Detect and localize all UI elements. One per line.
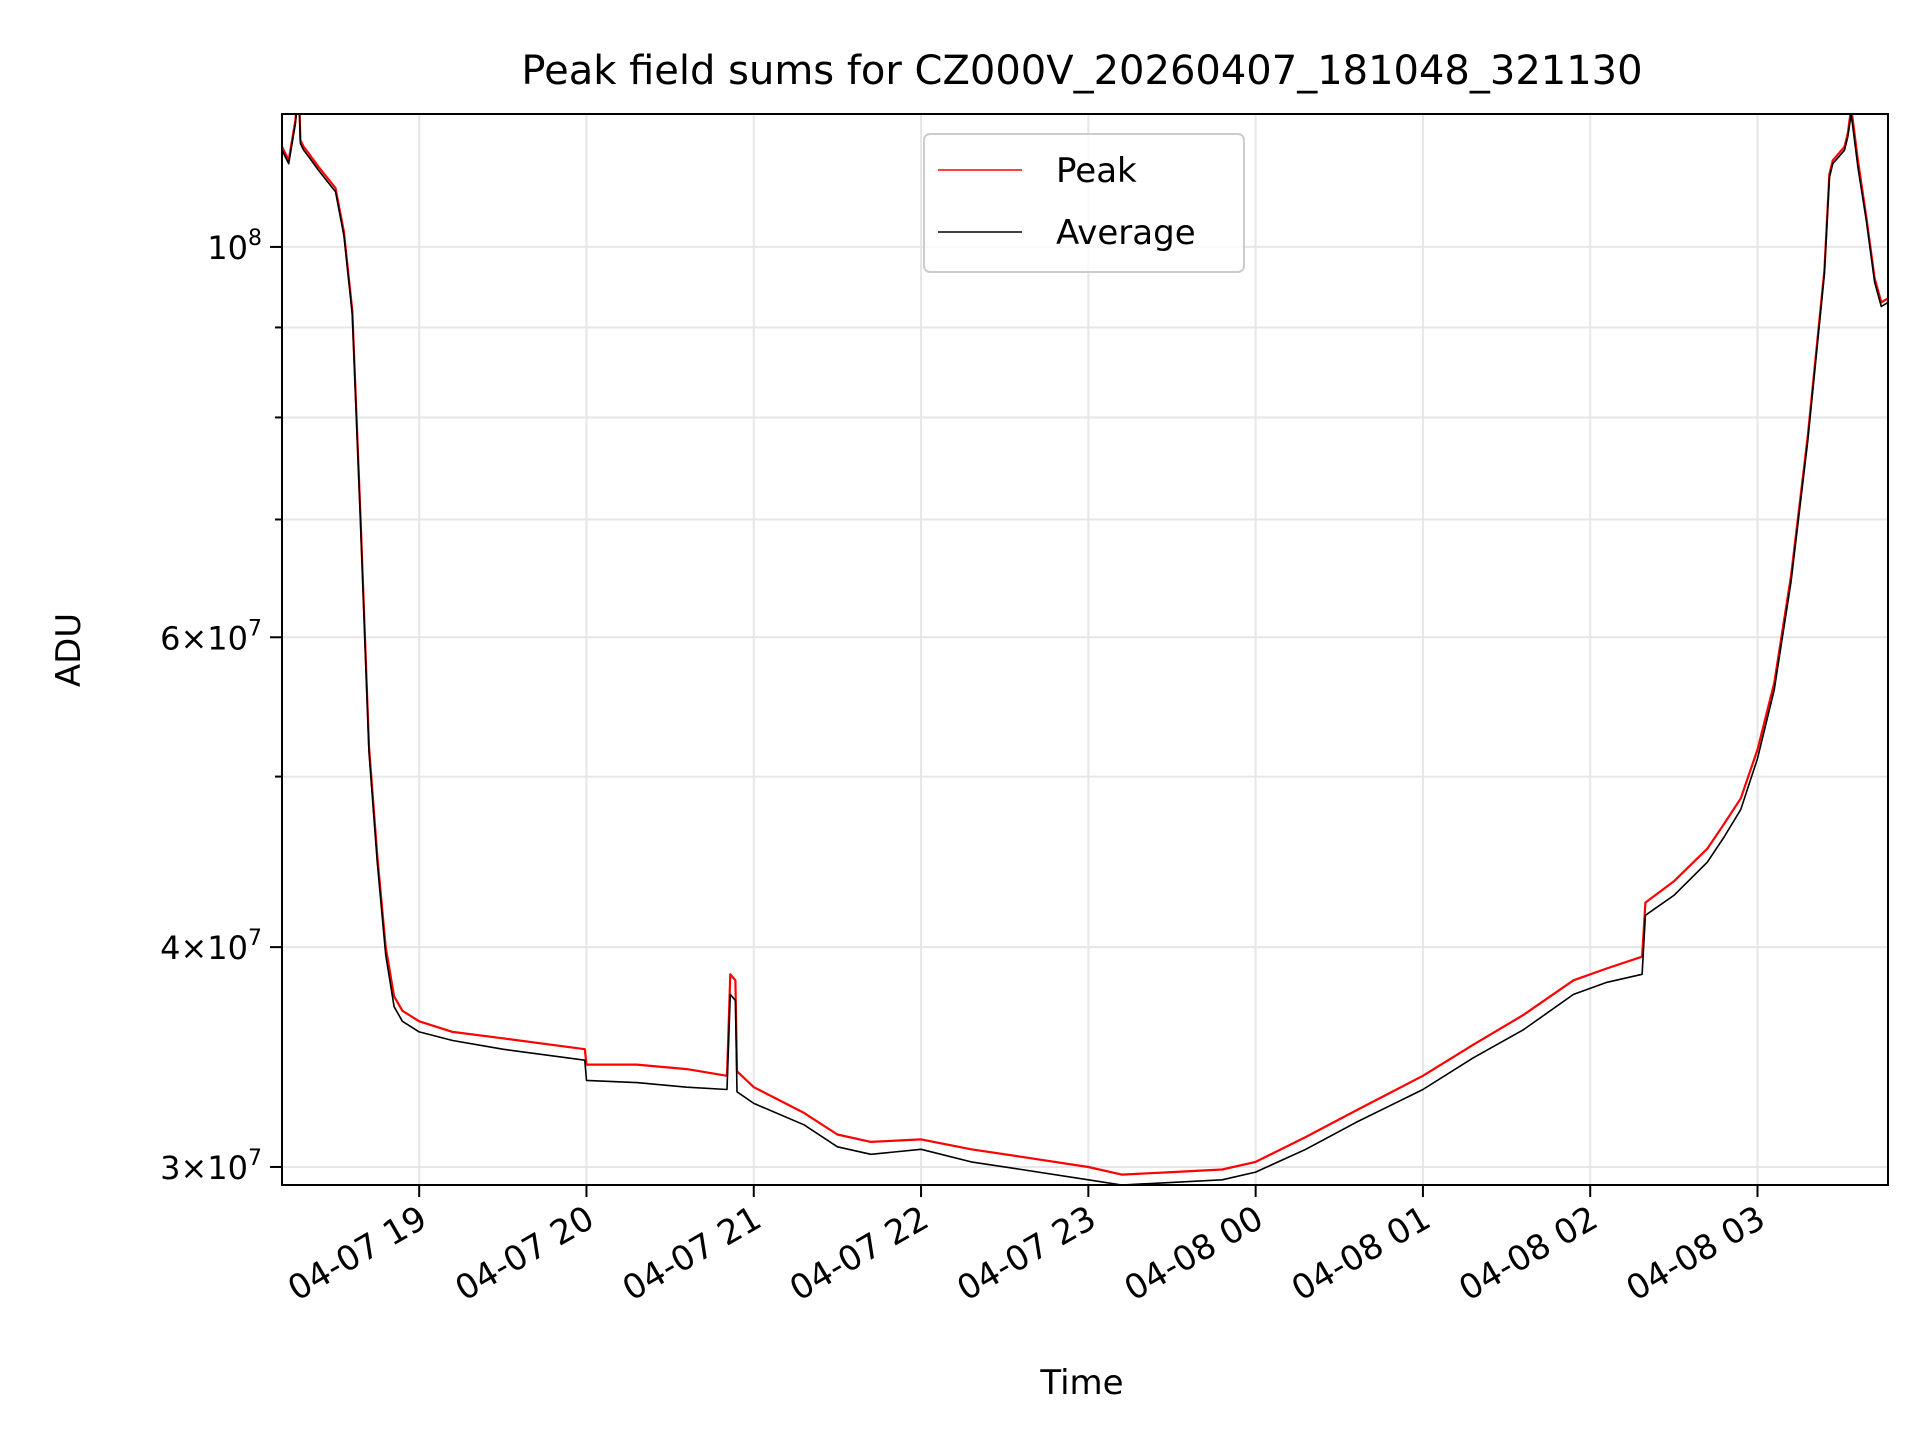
legend: Peak Average bbox=[923, 133, 1245, 273]
series-line-average bbox=[282, 114, 1888, 1185]
y-tick-label: 6×107 bbox=[160, 616, 262, 657]
axes-frame bbox=[281, 113, 1889, 1186]
y-axis-label: ADU bbox=[49, 613, 89, 687]
x-axis-label: Time bbox=[1039, 1363, 1123, 1403]
y-tick-label: 4×107 bbox=[160, 926, 262, 967]
legend-frame bbox=[923, 133, 1245, 273]
legend-average-label: Average bbox=[1056, 213, 1196, 253]
legend-peak-label: Peak bbox=[1056, 151, 1137, 191]
chart-title: Peak field sums for CZ000V_20260407_1810… bbox=[521, 48, 1642, 94]
y-tick-label: 3×107 bbox=[160, 1146, 262, 1187]
plot-area bbox=[282, 114, 1888, 1185]
